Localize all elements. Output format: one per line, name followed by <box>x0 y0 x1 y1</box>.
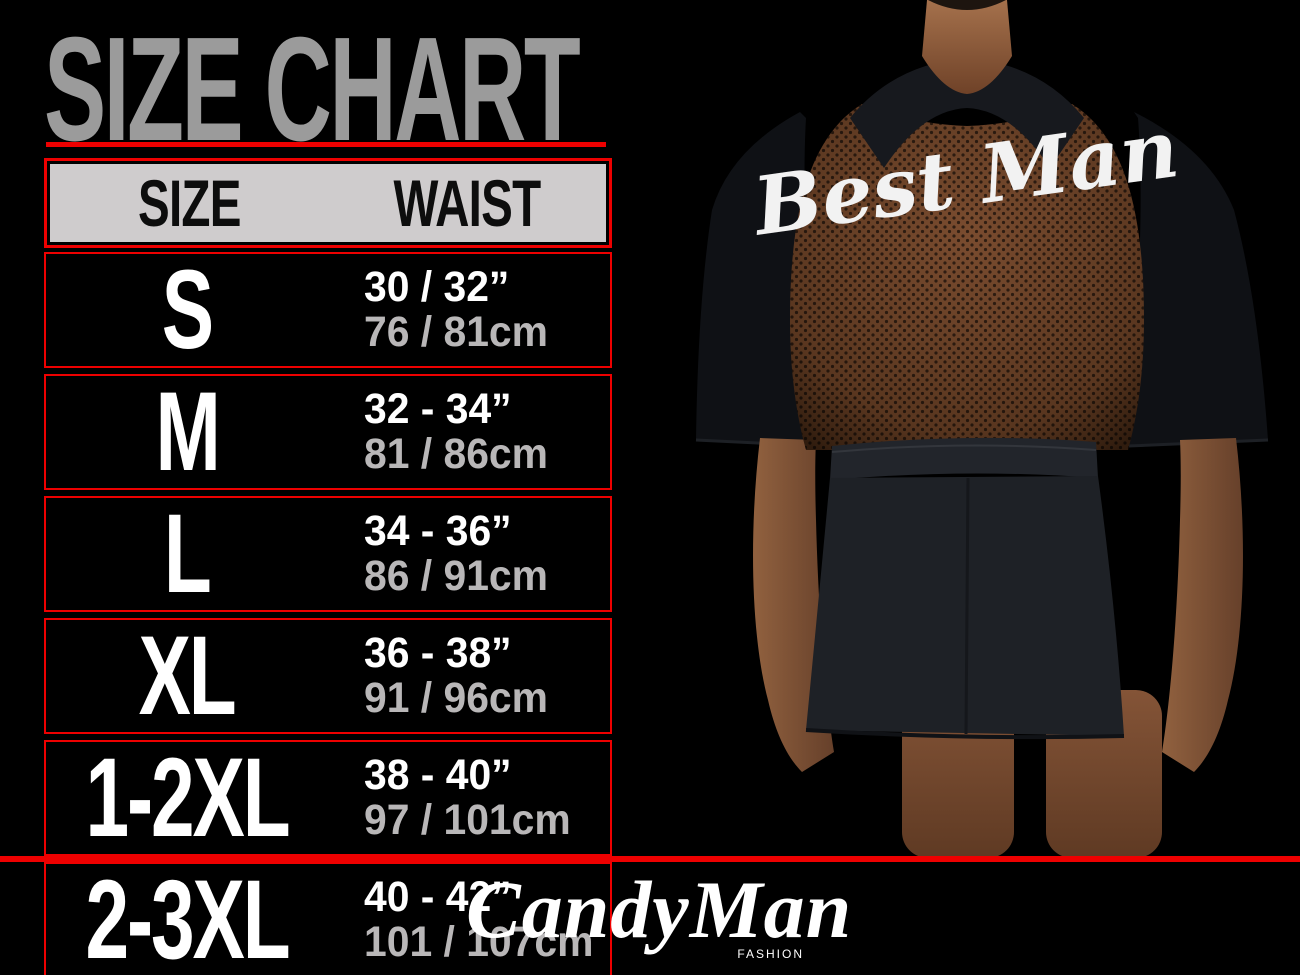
size-label: M <box>155 369 220 494</box>
table-row-s: S 30 / 32” 76 / 81cm <box>44 252 612 368</box>
size-table-header: SIZE WAIST <box>44 158 612 248</box>
waist-cell: 34 - 36” 86 / 91cm <box>328 498 610 610</box>
waist-inches: 30 / 32” <box>364 263 510 311</box>
robe-belt <box>830 437 1098 480</box>
size-table-header-band: SIZE WAIST <box>50 164 606 242</box>
table-row-xl: XL 36 - 38” 91 / 96cm <box>44 618 612 734</box>
waist-cell: 32 - 34” 81 / 86cm <box>328 376 610 488</box>
waist-inches: 38 - 40” <box>364 751 512 799</box>
waist-cell: 38 - 40” 97 / 101cm <box>328 742 610 854</box>
brand-logo-fashion: FASHION <box>737 947 804 961</box>
title-underline <box>46 142 606 147</box>
footer-divider <box>0 856 1300 862</box>
waist-cm: 91 / 96cm <box>364 674 548 722</box>
size-cell: XL <box>46 620 328 732</box>
robe-right-sleeve <box>1128 112 1268 446</box>
waist-inches: 32 - 34” <box>364 385 512 433</box>
brand-logo-wordmark: CandyMan <box>466 864 853 955</box>
waist-cell: 36 - 38” 91 / 96cm <box>328 620 610 732</box>
size-cell: S <box>46 254 328 366</box>
waist-inches: 34 - 36” <box>364 507 512 555</box>
size-label: XL <box>139 613 237 738</box>
table-row-l: L 34 - 36” 86 / 91cm <box>44 496 612 612</box>
page-title: SIZE CHART <box>44 7 581 172</box>
waist-cm: 86 / 91cm <box>364 552 548 600</box>
robe-left-sleeve <box>696 112 822 446</box>
waist-cell: 30 / 32” 76 / 81cm <box>328 254 610 366</box>
skirt-hem-edge <box>805 728 1125 740</box>
waist-cm: 101 / 107cm <box>364 918 594 966</box>
waist-cm: 81 / 86cm <box>364 430 548 478</box>
table-row-1-2xl: 1-2XL 38 - 40” 97 / 101cm <box>44 740 612 856</box>
size-label: L <box>164 491 212 616</box>
size-label: 2-3XL <box>85 857 291 975</box>
column-header-waist: WAIST <box>393 166 542 240</box>
robe-skirt <box>806 476 1124 736</box>
waist-cm: 76 / 81cm <box>364 308 548 356</box>
header-cell-size: SIZE <box>50 164 328 242</box>
product-photo: Best Man <box>695 0 1269 858</box>
waist-inches: 40 - 42” <box>364 873 512 921</box>
waist-cm: 97 / 101cm <box>364 796 571 844</box>
brand-logo: CandyMan FASHION <box>466 862 853 967</box>
size-cell: L <box>46 498 328 610</box>
hairline <box>928 0 1006 10</box>
size-label: 1-2XL <box>85 735 291 860</box>
skirt-center-seam <box>964 477 970 735</box>
table-row-2-3xl: 2-3XL 40 - 42” 101 / 107cm <box>44 862 612 975</box>
waist-cell: 40 - 42” 101 / 107cm <box>328 864 610 975</box>
mesh-dot-texture <box>790 104 1144 450</box>
size-table-body: S 30 / 32” 76 / 81cm M 32 - 34” 81 / 86c… <box>44 252 612 975</box>
size-label: S <box>161 247 214 372</box>
table-row-m: M 32 - 34” 81 / 86cm <box>44 374 612 490</box>
neck <box>922 0 1012 94</box>
waist-inches: 36 - 38” <box>364 629 512 677</box>
belt-fold-line <box>831 444 1097 453</box>
robe-collar <box>850 58 1084 168</box>
column-header-size: SIZE <box>137 166 241 240</box>
size-cell: M <box>46 376 328 488</box>
right-forearm <box>1162 438 1243 772</box>
header-cell-waist: WAIST <box>328 164 606 242</box>
size-cell: 1-2XL <box>46 742 328 854</box>
size-cell: 2-3XL <box>46 864 328 975</box>
